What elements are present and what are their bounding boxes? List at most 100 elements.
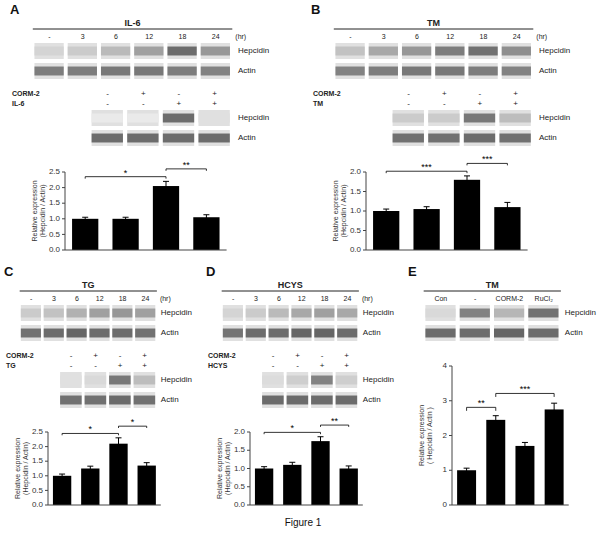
band — [68, 47, 97, 56]
significance-label: ** — [183, 160, 191, 170]
band — [287, 396, 309, 405]
error-bar — [383, 209, 389, 213]
band — [393, 134, 424, 143]
error-bar — [144, 463, 150, 469]
bar — [283, 465, 301, 505]
lane-background — [502, 43, 531, 59]
lane-background — [134, 372, 156, 388]
condition-name: TG — [6, 362, 16, 369]
blot: CORM-2-+-+TG--++HepcidinActin — [6, 351, 192, 408]
lane-background — [464, 110, 495, 126]
lane-background — [89, 305, 109, 321]
lane-background — [112, 325, 132, 341]
y-axis-label-line: (Hepcidin / Actin) — [224, 442, 232, 495]
band — [201, 67, 230, 76]
condition-sign: - — [321, 351, 324, 360]
lane-background — [435, 63, 464, 79]
bar — [138, 466, 156, 505]
band — [460, 309, 490, 318]
blot-title: TM — [486, 280, 499, 290]
condition-sign: + — [513, 89, 518, 98]
band — [60, 376, 82, 385]
bar — [340, 469, 358, 506]
y-tick-label: 0.5 — [350, 226, 362, 235]
bar — [515, 446, 534, 505]
band — [402, 47, 431, 56]
lane-background — [85, 392, 107, 408]
lane-background — [112, 305, 132, 321]
y-axis-label-line: Relative expression — [31, 180, 39, 241]
lane-background — [460, 325, 490, 341]
y-axis-label: Relative expression(Hepcidin / Actin) — [31, 180, 47, 241]
error-cap — [424, 206, 430, 207]
error-cap — [116, 437, 122, 438]
blot: HCYS-36121824(hr)HepcidinActin — [222, 280, 394, 341]
marks — [373, 176, 520, 250]
lane-background — [246, 305, 266, 321]
error-cap — [493, 415, 499, 416]
band — [68, 67, 97, 76]
lane-background — [428, 130, 459, 146]
error-cap — [261, 470, 267, 471]
condition-sign: - — [70, 351, 73, 360]
error-line — [320, 437, 321, 446]
blot: CORM-2-+-+HCYS--++HepcidinActin — [208, 351, 394, 408]
band — [67, 309, 87, 318]
lane-background — [109, 372, 131, 388]
band — [464, 114, 495, 123]
lane-label: - — [232, 295, 235, 302]
x-axis — [452, 505, 569, 506]
lane-label: RuCl₂ — [535, 295, 554, 302]
lane-unit: (hr) — [536, 33, 547, 41]
lane-label: 24 — [513, 33, 521, 40]
row-label: Hepcidin — [363, 375, 394, 384]
error-cap — [82, 217, 88, 218]
lane-label: 3 — [254, 295, 258, 302]
y-tick — [449, 470, 452, 471]
significance-label: ** — [478, 398, 486, 408]
lane-background — [314, 325, 334, 341]
panel-label: E — [408, 264, 417, 279]
y-tick-label: 2.0 — [350, 167, 362, 176]
lane-background — [167, 43, 196, 59]
error-cap — [59, 477, 65, 478]
row-label: Actin — [238, 133, 256, 142]
lane-background — [335, 63, 364, 79]
error-line — [495, 416, 496, 424]
y-tick — [45, 475, 48, 476]
error-cap — [203, 214, 209, 215]
condition-sign: - — [106, 99, 109, 108]
lane-background — [85, 372, 107, 388]
condition-sign: - — [443, 99, 446, 108]
blot: IL-6-36121824(hr)HepcidinActin — [33, 18, 269, 79]
y-tick — [62, 250, 65, 251]
band — [337, 309, 357, 318]
condition-sign: + — [344, 361, 349, 370]
error-cap — [163, 181, 169, 182]
lane-background — [135, 325, 155, 341]
band — [435, 67, 464, 76]
band — [494, 309, 524, 318]
band — [44, 309, 64, 318]
error-cap — [383, 212, 389, 213]
significance-label: *** — [482, 154, 493, 164]
blot: TMCon-CORM-2RuCl₂HepcidinActin — [424, 280, 596, 341]
lane-background — [135, 305, 155, 321]
row-label: Actin — [363, 395, 381, 404]
error-cap — [464, 175, 470, 176]
band — [336, 396, 358, 405]
marks — [53, 438, 156, 505]
band — [127, 134, 158, 143]
significance-label: ** — [331, 416, 339, 426]
y-tick-label: 4 — [443, 361, 448, 370]
error-cap — [59, 474, 65, 475]
band — [291, 329, 311, 338]
marks — [72, 181, 219, 250]
error-bar — [346, 466, 352, 471]
lane-background — [287, 372, 309, 388]
condition-sign: - — [106, 89, 109, 98]
significance-label: *** — [520, 384, 531, 394]
band — [460, 329, 490, 338]
lane-background — [311, 392, 333, 408]
row-label: Hepcidin — [238, 46, 269, 55]
